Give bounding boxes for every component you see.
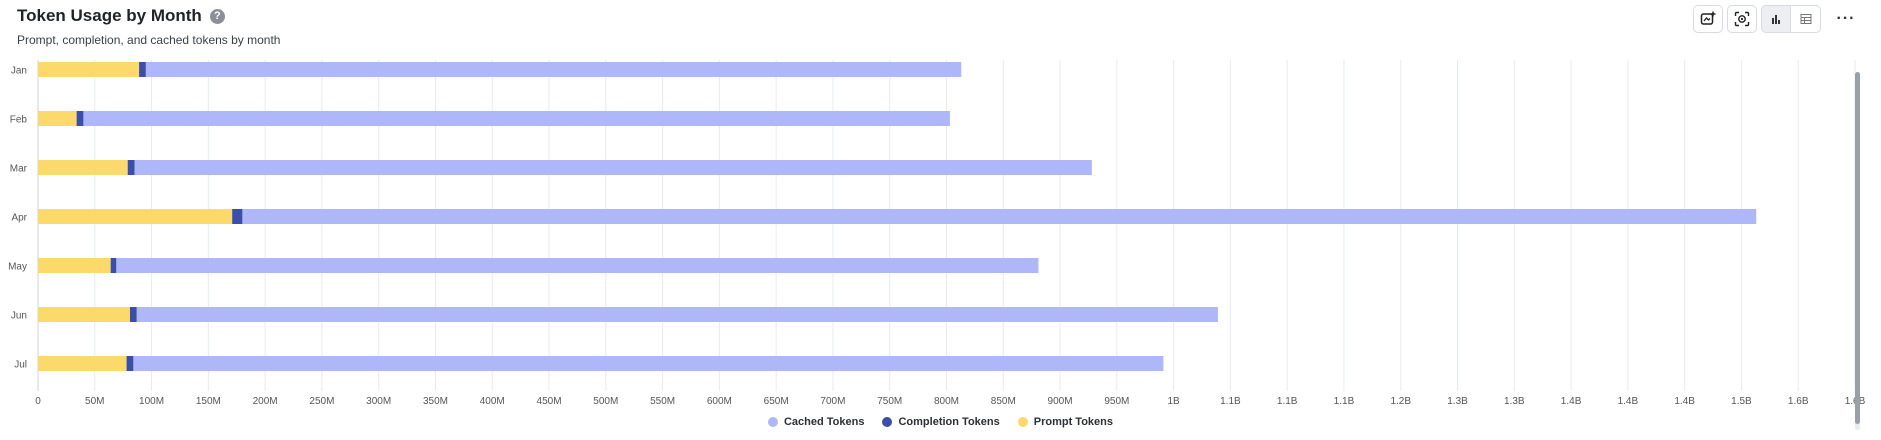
x-tick-label: 1.3B	[1447, 396, 1468, 407]
bar-cached-jun	[136, 307, 1218, 322]
bar-cached-mar	[134, 160, 1092, 175]
x-tick-label: 0	[35, 396, 41, 407]
legend-item-prompt[interactable]: Prompt Tokens	[1017, 416, 1113, 428]
y-tick-label: Apr	[11, 213, 27, 224]
bar-completion-jun	[129, 307, 137, 322]
x-tick-label: 450M	[537, 396, 562, 407]
bar-cached-apr	[242, 209, 1757, 224]
x-axis-labels: 0 50M 100M 150M 200M 250M 300M 350M 400M 450M 500M…	[35, 396, 1865, 407]
y-tick-label: Jul	[14, 360, 27, 371]
x-tick-label: 200M	[253, 396, 278, 407]
legend-swatch-prompt	[1017, 417, 1028, 427]
bar-cached-jan	[145, 62, 962, 77]
x-tick-label: 800M	[934, 396, 959, 407]
y-tick-label: May	[8, 262, 27, 273]
x-tick-label: 1B	[1168, 396, 1181, 407]
bar-chart-view-button[interactable]	[1761, 5, 1791, 33]
legend-label-completion: Completion Tokens	[898, 416, 1000, 428]
bar-prompt-jun	[38, 307, 130, 322]
y-tick-label: Jun	[11, 311, 27, 322]
bar-completion-may	[110, 258, 117, 273]
more-options-icon[interactable]: ···	[1836, 10, 1856, 27]
ai-explore-icon	[1734, 11, 1750, 27]
bar-completion-apr	[232, 209, 243, 224]
x-tick-label: 250M	[309, 396, 334, 407]
x-tick-label: 550M	[650, 396, 675, 407]
vertical-scrollbar[interactable]	[1855, 72, 1860, 430]
grid-lines	[37, 60, 1856, 391]
title-row: Token Usage by Month ?	[17, 6, 225, 26]
table-icon	[1800, 14, 1811, 24]
x-tick-label: 150M	[196, 396, 221, 407]
legend-label-cached: Cached Tokens	[783, 416, 865, 428]
x-tick-label: 1.1B	[1277, 396, 1298, 407]
bar-prompt-jan	[38, 62, 140, 77]
x-tick-label: 1.5B	[1731, 396, 1752, 407]
bar-completion-jul	[126, 356, 134, 371]
x-tick-label: 950M	[1104, 396, 1129, 407]
bar-prompt-mar	[38, 160, 128, 175]
bar-completion-jan	[139, 62, 146, 77]
bar-completion-feb	[76, 111, 84, 126]
bar-prompt-may	[38, 258, 111, 273]
ai-explore-button[interactable]	[1727, 5, 1757, 33]
x-tick-label: 600M	[707, 396, 732, 407]
x-tick-label: 900M	[1048, 396, 1073, 407]
x-tick-label: 700M	[820, 396, 845, 407]
x-tick-label: 1.2B	[1390, 396, 1411, 407]
x-tick-label: 100M	[139, 396, 164, 407]
y-tick-label: Mar	[10, 164, 28, 175]
y-tick-label: Jan	[11, 66, 27, 77]
x-tick-label: 1.4B	[1618, 396, 1639, 407]
bar-completion-mar	[127, 160, 135, 175]
chart-toolbar: ···	[1693, 5, 1861, 33]
bar-cached-may	[116, 258, 1039, 273]
x-tick-label: 1.1B	[1220, 396, 1241, 407]
x-tick-label: 350M	[423, 396, 448, 407]
add-to-dashboard-button[interactable]	[1693, 5, 1723, 33]
y-tick-label: Feb	[10, 115, 28, 126]
bar-chart: Jan Feb Mar Apr May Jun Jul 0 50M 100M 150M 200M 25…	[8, 60, 1866, 407]
x-tick-label: 1.1B	[1334, 396, 1355, 407]
table-view-button[interactable]	[1791, 5, 1821, 33]
bar-cached-jul	[133, 356, 1164, 371]
y-axis-labels: Jan Feb Mar Apr May Jun Jul	[8, 66, 28, 371]
legend-swatch-cached	[767, 417, 778, 427]
bar-prompt-apr	[38, 209, 233, 224]
chart-subtitle: Prompt, completion, and cached tokens by…	[17, 33, 281, 47]
x-tick-label: 50M	[85, 396, 104, 407]
bar-chart-icon	[1772, 15, 1780, 24]
legend-item-completion[interactable]: Completion Tokens	[882, 416, 1000, 428]
view-toggle	[1761, 5, 1821, 33]
x-tick-label: 850M	[991, 396, 1016, 407]
add-to-dashboard-icon	[1700, 11, 1716, 25]
x-tick-label: 500M	[593, 396, 618, 407]
bar-cached-feb	[83, 111, 950, 126]
bars	[38, 62, 1757, 371]
scrollbar-thumb[interactable]	[1855, 72, 1860, 424]
x-tick-label: 1.3B	[1504, 396, 1525, 407]
chart-legend: Cached Tokens Completion Tokens Prompt T…	[0, 416, 1881, 428]
chart-title: Token Usage by Month	[17, 6, 202, 25]
bar-prompt-feb	[38, 111, 77, 126]
legend-swatch-completion	[882, 417, 893, 427]
bar-prompt-jul	[38, 356, 127, 371]
help-icon[interactable]: ?	[209, 8, 225, 24]
x-tick-label: 400M	[480, 396, 505, 407]
x-tick-label: 750M	[877, 396, 902, 407]
legend-label-prompt: Prompt Tokens	[1033, 416, 1113, 428]
x-tick-label: 1.4B	[1561, 396, 1582, 407]
legend-item-cached[interactable]: Cached Tokens	[767, 416, 865, 428]
x-tick-label: 300M	[366, 396, 391, 407]
x-tick-label: 1.6B	[1788, 396, 1809, 407]
x-tick-label: 650M	[764, 396, 789, 407]
x-tick-label: 1.4B	[1674, 396, 1695, 407]
